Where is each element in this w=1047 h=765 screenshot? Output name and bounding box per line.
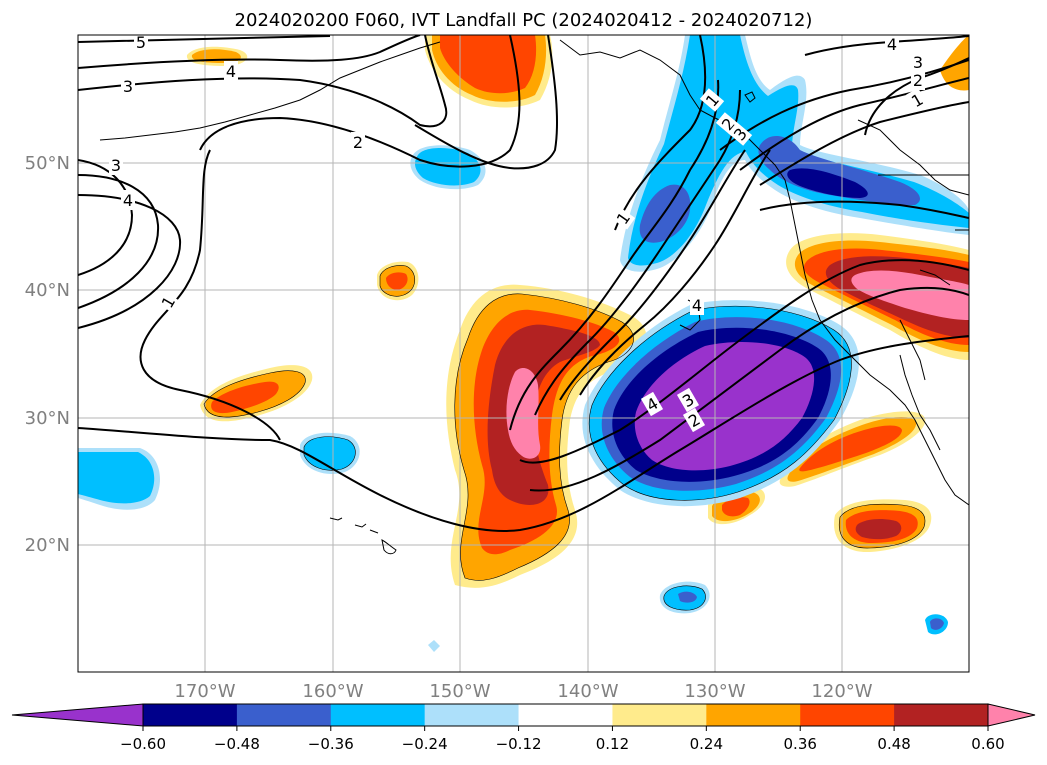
colorbar-segment (330, 704, 426, 726)
colorbar-segment (236, 704, 332, 726)
contour-label: 4 (226, 62, 236, 81)
colorbar-tick-label: 0.60 (971, 735, 1004, 753)
lon-label: 120°W (811, 681, 872, 702)
contour-label: 2 (353, 133, 363, 152)
contour-line (139, 149, 281, 441)
contour-line (78, 335, 969, 532)
contour-line (759, 101, 969, 186)
contour-line (509, 79, 720, 431)
colorbar-frame (142, 703, 989, 727)
colorbar-segment (800, 704, 895, 726)
colorbar-tick-label: −0.36 (308, 735, 354, 753)
colorbar-tick-label: −0.24 (402, 735, 448, 753)
contour-line (78, 35, 331, 43)
contour-lines (78, 35, 969, 532)
lat-label: 30°N (25, 408, 70, 429)
gridlines (78, 35, 969, 672)
contour-label: 4 (692, 296, 702, 315)
lon-label: 160°W (302, 681, 363, 702)
contour-line (414, 35, 559, 170)
longitude-labels: 170°W 160°W 150°W 140°W 130°W 120°W (174, 681, 872, 702)
contour-label: 3 (123, 77, 133, 96)
contour-line (199, 35, 521, 168)
contour-line (78, 35, 421, 69)
contour-line (719, 59, 969, 151)
colorbar-tick-label: −0.12 (496, 735, 542, 753)
lon-label: 140°W (557, 681, 618, 702)
contour-line (759, 200, 969, 219)
colorbar-tick-label: −0.48 (214, 735, 260, 753)
lon-label: 170°W (174, 681, 235, 702)
coastlines (99, 39, 969, 555)
colorbar-segment (894, 704, 989, 726)
colorbar-segment (518, 704, 613, 726)
contour-line (579, 149, 771, 396)
contour-label: 4 (123, 191, 133, 210)
colorbar-segment (424, 704, 520, 726)
contour-line (614, 35, 707, 231)
contour-line (78, 159, 134, 276)
colorbar-segment (612, 704, 707, 726)
lat-label: 50°N (25, 153, 70, 174)
plot-frame (77, 34, 970, 673)
contour-label: 5 (136, 33, 146, 52)
colorbar-tick-label: 0.36 (784, 735, 817, 753)
colorbar: −0.60 −0.48 −0.36 −0.24 −0.12 0.12 0.24 0.36 0.4… (11, 703, 1036, 753)
lat-label: 40°N (25, 280, 70, 301)
colorbar-tick-label: 0.48 (877, 735, 910, 753)
map-title: 2024020200 F060, IVT Landfall PC (202402… (234, 10, 813, 31)
field-shading (78, 35, 969, 652)
colorbar-tick-label: 0.12 (596, 735, 629, 753)
contour-line (78, 174, 160, 309)
contour-line (78, 35, 448, 128)
colorbar-segment (143, 704, 238, 726)
colorbar-tick-label: 0.24 (690, 735, 723, 753)
contour-line (559, 149, 746, 401)
colorbar-extend-max (987, 703, 1036, 727)
colorbar-tick-label: −0.60 (120, 735, 166, 753)
contour-label: 4 (887, 35, 897, 54)
lon-label: 130°W (684, 681, 745, 702)
contour-line (529, 286, 969, 492)
colorbar-segment (706, 704, 801, 726)
contour-label: 3 (913, 53, 923, 72)
lat-label: 20°N (25, 535, 70, 556)
lon-label: 150°W (429, 681, 490, 702)
latitude-labels: 50°N 40°N 30°N 20°N (25, 153, 70, 556)
contour-line (519, 259, 969, 464)
colorbar-extend-min (11, 703, 144, 727)
contour-label: 3 (111, 156, 121, 175)
contour-label: 2 (913, 71, 923, 90)
contour-line (739, 77, 969, 171)
